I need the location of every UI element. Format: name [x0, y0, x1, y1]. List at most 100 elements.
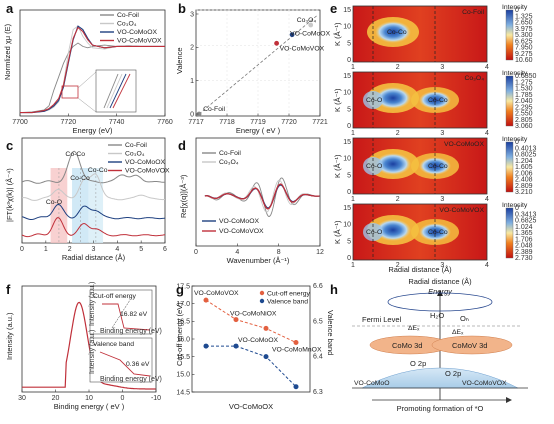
panel-c-x-tick: 6 [163, 246, 167, 253]
panel-f-x-tick: 30 [18, 395, 26, 402]
panel-letter-g: g [176, 282, 184, 297]
point-label-0: VO-CoMoVOX [194, 290, 239, 297]
panel-g-y-tick: 16.5 [176, 319, 190, 326]
series-point-1-3 [293, 384, 299, 390]
panel-g-y2-tick: 6.6 [313, 283, 323, 290]
inset-ylabel-0: Intensity (a.u.) [89, 282, 96, 326]
heatmap-x-tick: 2 [396, 130, 400, 137]
promote-label: Promoting formation of *O [397, 404, 484, 413]
heatmap-x-tick: 1 [351, 196, 355, 203]
heatmap-peak [375, 21, 411, 43]
series-line-Cut-off energy [205, 299, 297, 343]
colorbar-tick-label: 0.6350 [515, 73, 537, 80]
panel-g-y2-tick: 6.4 [313, 354, 323, 361]
heatmap-y-tick: 0 [347, 255, 351, 262]
inset-line [109, 73, 127, 109]
panel-b-ylabel: Valence [175, 47, 184, 74]
heatmap-title-1: Co₃O₄ [464, 75, 484, 82]
series-line-VO-CoMoOX [21, 204, 166, 220]
panel-c-xlabel: Radial distance (Å) [62, 253, 126, 262]
colorbar-tick-label: 2.040 [515, 98, 533, 105]
panel-d-x-tick: 8 [277, 249, 281, 256]
panel-d-legend-0: Co-Foil [219, 150, 241, 157]
series-point-0-3 [293, 340, 299, 346]
colorbar-3 [505, 207, 514, 259]
colorbar-title-3: Intensity [502, 202, 528, 209]
panel-f-xlabel: Binding energy ( eV ) [54, 402, 125, 411]
series-point-0-0 [203, 297, 209, 303]
heatmap-x-tick: 3 [440, 64, 444, 71]
heatmap-ylabel-2: K (Å⁻¹) [333, 154, 342, 178]
heatmap-x-tick: 2 [396, 196, 400, 203]
panel-g-y-tick: 17.0 [176, 301, 190, 308]
panel-c-x-tick: 3 [92, 246, 96, 253]
series-point-1-1 [233, 343, 239, 349]
heatmap-y-tick: 0 [347, 189, 351, 196]
annotation-co-co-3: Co-Co [88, 167, 108, 174]
heatmap-y-tick: 0 [347, 123, 351, 130]
annotation-co-co-1: Co-Co [65, 151, 85, 158]
heatmap-title-2: VO-CoMoOX [444, 141, 485, 148]
panel-d-frame [195, 137, 321, 247]
inset-title-0: Cut-off energy [93, 293, 137, 300]
point-label-co-foil: Co-Foil [203, 106, 225, 113]
series-point-1-0 [203, 343, 209, 349]
data-point-0 [196, 111, 202, 117]
heatmap-y-tick: 10 [343, 156, 351, 163]
inset-xlabel-1: Binding energy (eV) [100, 376, 162, 383]
panel-letter-f: f [6, 282, 11, 297]
panel-c-legend-0: Co-Foil [125, 142, 147, 149]
heatmap-y-tick: 5 [347, 40, 351, 47]
panel-g-legend-0: Cut-off energy [267, 291, 311, 298]
inset-title-1: Valence band [93, 341, 134, 348]
panel-b-x-tick: 7719 [250, 119, 266, 126]
panel-c-legend-3: VO-CoMoVOX [125, 168, 170, 175]
colorbar-tick-label: 3.975 [515, 26, 533, 33]
point-label-3: VO-CoMoMnOX [272, 347, 322, 354]
colorbar-tick-label: 1.785 [515, 92, 533, 99]
panel-f-x-tick: -10 [151, 395, 161, 402]
panel-g-y2label: Valence band [326, 310, 335, 355]
point-label-co3o4: Co₃O₄ [297, 17, 317, 24]
data-point-2 [274, 40, 279, 46]
inset-curve [102, 303, 151, 331]
colorbar-tick-label: 1.204 [515, 158, 533, 165]
heatmap-x-tick: 4 [485, 262, 489, 269]
colorbar-tick-label: 3.060 [515, 123, 533, 130]
colorbar-tick-label: 2.730 [515, 255, 533, 262]
point-label-1: VO-CoMoNiOX [230, 311, 277, 318]
colorbar-tick-label: 2.805 [515, 117, 533, 124]
panel-c-x-tick: 5 [139, 246, 143, 253]
panel-a-legend-1: Co₃O₄ [117, 21, 137, 28]
colorbar-tick-label: 1.325 [515, 13, 533, 20]
panel-h-top-label: Radial distance (Å) [408, 277, 472, 286]
annotation-co-co-2: Co-Co [70, 175, 90, 182]
panel-a-frame [19, 9, 166, 117]
inset-ylabel-1: Intensity (a.u.) [89, 330, 96, 374]
colorbar-tick-label: 0 [515, 7, 519, 14]
colorbar-tick-label: 1.024 [515, 224, 533, 231]
point-label-vcomox: VO-CoMoOX [290, 31, 331, 38]
heatmap-x-tick: 2 [396, 262, 400, 269]
heatmap-frame-3 [352, 203, 488, 261]
heatmap-y-tick: 5 [347, 238, 351, 245]
panel-b-y-tick: 1 [190, 78, 194, 85]
panel-f-ylabel: Intensity (a.u.) [5, 312, 14, 360]
inset-frame-0 [89, 289, 153, 335]
heatmap-x-tick: 1 [351, 130, 355, 137]
data-point-3 [308, 22, 314, 28]
heatmap-title-3: VO-CoMoVOX [439, 207, 484, 214]
panel-c-legend-2: VO-CoMoOX [125, 159, 166, 166]
heatmap-x-tick: 3 [440, 196, 444, 203]
heatmap-ylabel-1: K (Å⁻¹) [333, 88, 342, 112]
heatmap-y-tick: 10 [343, 90, 351, 97]
colorbar-tick-label: 0 [515, 139, 519, 146]
data-point-1 [289, 32, 295, 38]
series-point-0-1 [233, 317, 239, 323]
heatmap-peak-label: Co-Co [428, 97, 448, 104]
series-line-VO-CoMoVOX [20, 26, 165, 114]
heatmap-x-tick: 1 [351, 64, 355, 71]
series-line-Co-Foil [19, 42, 165, 114]
panel-c-x-tick: 2 [68, 246, 72, 253]
heatmap-y-tick: 5 [347, 106, 351, 113]
